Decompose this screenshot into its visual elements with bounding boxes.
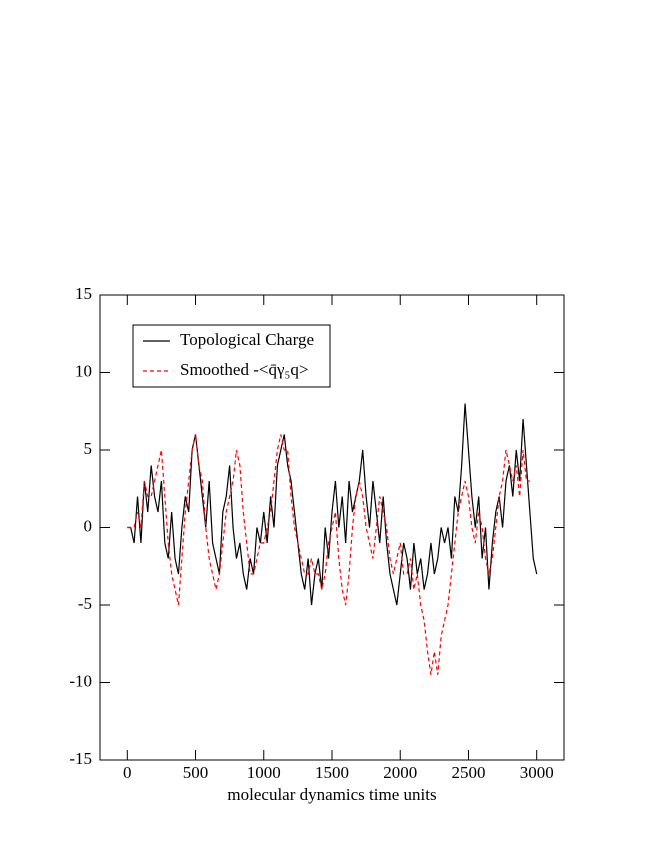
y-tick-label: -15 [69,749,92,768]
legend-label: Smoothed -<q̄γ₅q> [180,360,308,379]
x-tick-label: 2500 [451,763,485,782]
legend-box [132,324,331,388]
x-tick-label: 1000 [247,763,281,782]
y-tick-label: 10 [75,361,92,380]
x-tick-label: 3000 [520,763,554,782]
y-tick-label: 5 [84,439,93,458]
y-tick-label: 0 [84,516,93,535]
y-tick-label: 15 [75,284,92,303]
y-tick-label: -10 [69,671,92,690]
x-tick-label: 1500 [315,763,349,782]
y-tick-label: -5 [78,594,92,613]
legend-label: Topological Charge [180,330,314,349]
series-line [127,434,530,675]
x-axis-label: molecular dynamics time units [227,785,436,804]
x-tick-label: 2000 [383,763,417,782]
x-tick-label: 500 [183,763,209,782]
x-tick-label: 0 [123,763,132,782]
